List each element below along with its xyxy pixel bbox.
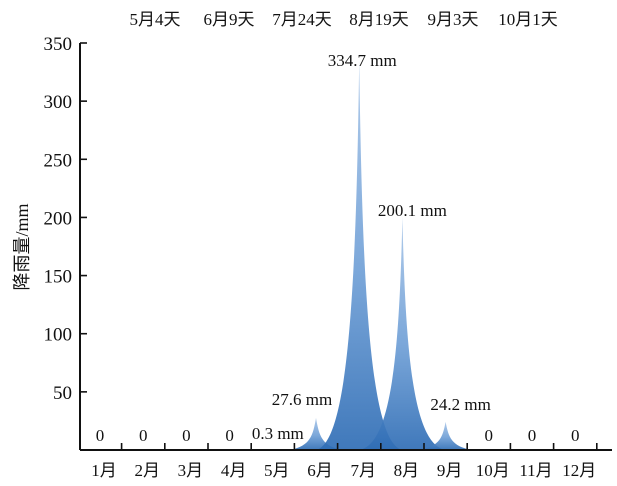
data-label: 0 <box>571 426 580 445</box>
x-tick-label: 8月 <box>394 461 420 480</box>
top-label: 6月9天 <box>204 10 255 29</box>
x-tick-label: 11月 <box>519 461 552 480</box>
x-tick-label: 12月 <box>562 461 596 480</box>
y-axis-title: 降雨量/mm <box>12 203 32 290</box>
x-tick-label: 7月 <box>350 461 376 480</box>
rainfall-peaks <box>290 60 472 450</box>
data-label: 0 <box>182 426 191 445</box>
x-tick-label: 10月 <box>476 461 510 480</box>
peak-6月 <box>290 417 342 450</box>
data-label: 334.7 mm <box>328 51 397 70</box>
y-tick-label: 150 <box>44 267 73 288</box>
data-label: 0 <box>528 426 537 445</box>
top-label: 10月1天 <box>498 10 558 29</box>
data-label: 0 <box>96 426 105 445</box>
top-label: 9月3天 <box>428 10 479 29</box>
y-tick-label: 300 <box>44 92 73 113</box>
data-label: 200.1 mm <box>378 201 447 220</box>
top-label: 8月19天 <box>349 10 409 29</box>
y-tick-label: 350 <box>44 34 73 55</box>
data-label: 0 <box>225 426 234 445</box>
y-tick-label: 250 <box>44 150 73 171</box>
top-label: 7月24天 <box>272 10 332 29</box>
x-tick-label: 1月 <box>91 461 117 480</box>
peak-8月 <box>358 217 447 450</box>
y-tick-label: 200 <box>44 208 73 229</box>
x-tick-label: 5月 <box>264 461 290 480</box>
peak-7月 <box>315 60 404 450</box>
x-tick-label: 6月 <box>307 461 333 480</box>
x-tick-label: 9月 <box>437 461 463 480</box>
peak-9月 <box>419 421 472 450</box>
y-tick-label: 50 <box>53 383 72 404</box>
data-label: 27.6 mm <box>272 390 332 409</box>
x-tick-label: 2月 <box>134 461 160 480</box>
data-label: 0.3 mm <box>252 424 304 443</box>
data-label: 0 <box>139 426 148 445</box>
labels: 350 300 250 200 150 100 50 1月 2月 3月 4月 5月 6月 7月 8月 9月 10… <box>12 10 596 480</box>
x-tick-label: 4月 <box>221 461 247 480</box>
y-tick-label: 100 <box>44 325 73 346</box>
axes <box>79 42 612 451</box>
top-label: 5月4天 <box>130 10 181 29</box>
x-tick-label: 3月 <box>178 461 204 480</box>
data-label: 24.2 mm <box>430 395 490 414</box>
data-label: 0 <box>485 426 494 445</box>
